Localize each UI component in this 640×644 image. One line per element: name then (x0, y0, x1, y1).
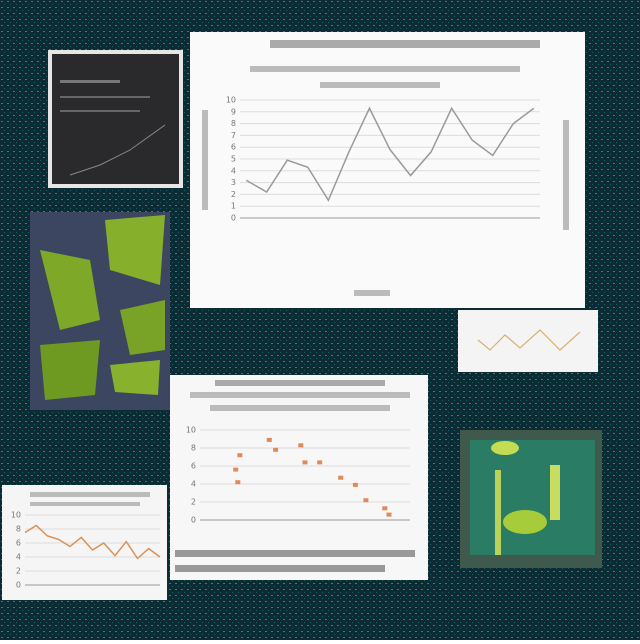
scatter-point (273, 447, 279, 452)
scatter-point (352, 482, 358, 487)
y-tick-label: 2 (16, 567, 21, 576)
y-tick-label: 4 (231, 166, 236, 175)
y-tick-label: 1 (231, 202, 236, 211)
y-tick-label: 2 (191, 498, 196, 507)
scatter-point (386, 512, 392, 517)
seedling-image (460, 430, 602, 568)
y-tick-label: 4 (16, 553, 21, 562)
scatter-point (302, 460, 308, 465)
y-tick-label: 8 (191, 444, 196, 453)
y-tick-label: 10 (186, 426, 196, 435)
scatter-panel (170, 375, 428, 580)
y-tick-label: 2 (231, 190, 236, 199)
y-tick-label: 4 (191, 480, 196, 489)
scatter-point (382, 506, 388, 511)
scatter-point (363, 498, 369, 503)
leaf-image (30, 212, 170, 410)
scatter-point (235, 480, 241, 485)
y-tick-label: 10 (11, 511, 21, 520)
scatter-point (298, 443, 304, 448)
dark-screenshot (48, 50, 183, 188)
y-tick-label: 3 (231, 178, 236, 187)
y-tick-label: 6 (231, 143, 236, 152)
y-tick-label: 8 (16, 525, 21, 534)
y-tick-label: 7 (231, 131, 236, 140)
y-tick-label: 10 (226, 96, 236, 105)
y-tick-label: 5 (231, 155, 236, 164)
scatter-point (266, 437, 272, 442)
y-tick-label: 6 (191, 462, 196, 471)
data-line (24, 524, 161, 560)
scatter-point (338, 475, 344, 480)
y-tick-label: 9 (231, 107, 236, 116)
y-tick-label: 0 (191, 516, 196, 525)
main-chart-panel (190, 32, 585, 308)
scatter-point (233, 467, 239, 472)
y-tick-label: 0 (231, 214, 236, 223)
y-tick-label: 6 (16, 539, 21, 548)
small-chart (458, 310, 598, 372)
y-tick-label: 0 (16, 581, 21, 590)
data-line (245, 106, 535, 202)
scatter-point (237, 453, 243, 458)
y-tick-label: 8 (231, 119, 236, 128)
scatter-point (317, 460, 323, 465)
